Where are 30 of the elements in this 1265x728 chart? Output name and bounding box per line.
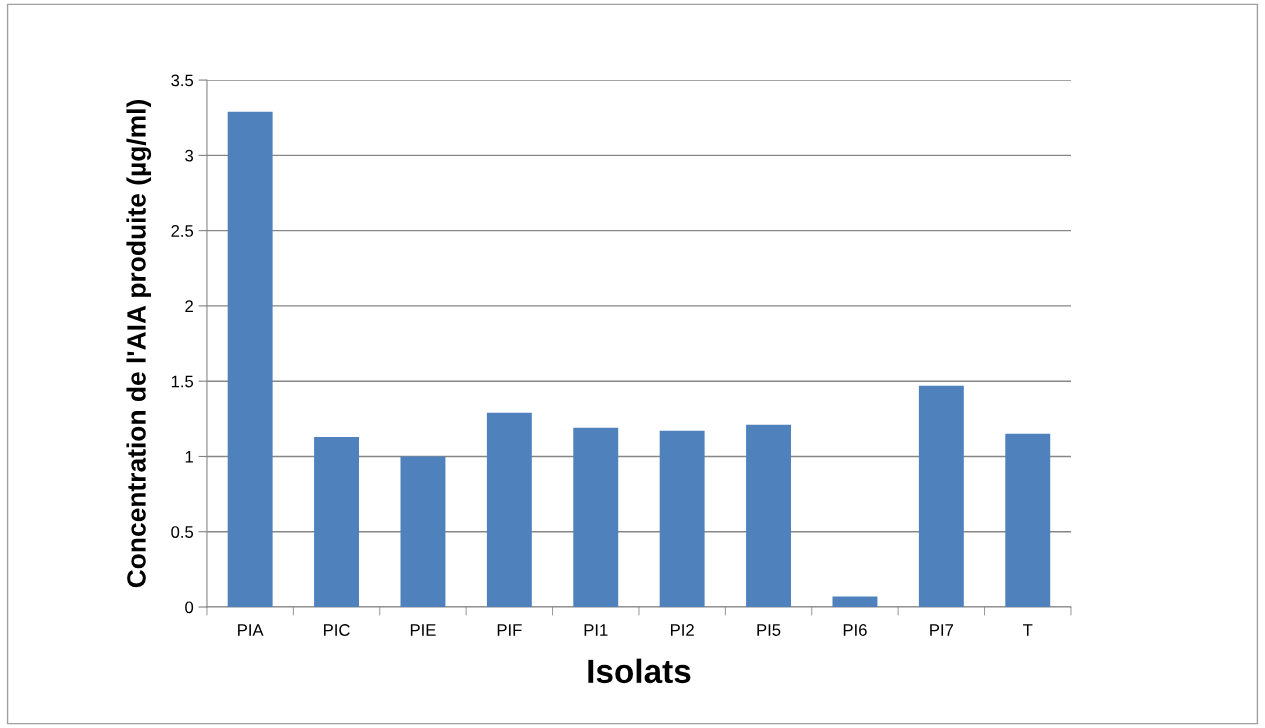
x-tick-label: PI5 (757, 624, 781, 636)
bar (227, 111, 273, 608)
bar (400, 456, 446, 608)
bar (832, 596, 878, 608)
y-tick-label: 2 (185, 300, 193, 312)
x-tick-label: PI1 (584, 624, 608, 636)
x-tick-label: PI7 (930, 624, 954, 636)
y-tick-label: 1.5 (171, 375, 194, 388)
x-tick-label: PI2 (671, 624, 694, 636)
x-tick-label: PIE (410, 624, 436, 636)
x-tick-label: PI6 (843, 624, 867, 636)
y-axis-title: Concentration de l'AIA produite (µg/ml) (126, 100, 152, 588)
x-tick-label: T (1023, 624, 1033, 636)
bar (746, 424, 792, 608)
y-tick-label: 3 (185, 149, 194, 162)
bar (918, 385, 964, 608)
x-tick-label: PIA (238, 624, 264, 636)
bar (659, 430, 705, 608)
bar (486, 412, 532, 608)
bar (573, 427, 619, 608)
y-tick-label: 1 (185, 451, 193, 463)
y-tick-label: 2.5 (171, 225, 194, 237)
y-tick-label: 0 (185, 601, 194, 614)
y-tick-label: 0.5 (171, 526, 194, 538)
bar (314, 436, 360, 608)
bar (1005, 433, 1051, 608)
x-tick-label: PIC (324, 624, 350, 636)
x-axis-title: Isolats (588, 658, 691, 684)
x-tick-label: PIF (497, 624, 522, 636)
y-tick-label: 3.5 (171, 74, 194, 87)
